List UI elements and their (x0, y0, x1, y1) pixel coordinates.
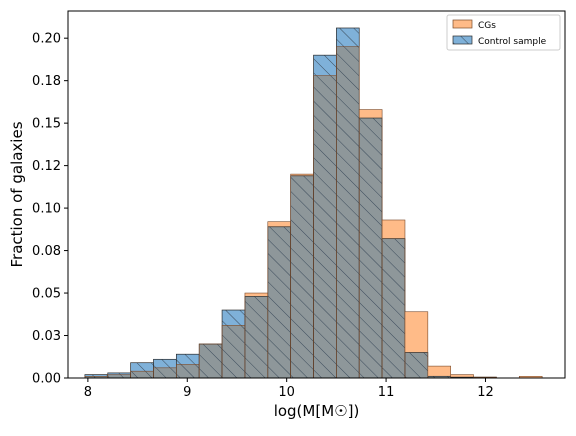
y-tick-label: 0.10 (32, 202, 61, 217)
control-bar (221, 309, 246, 379)
cgs-excess-bar (427, 366, 451, 377)
control-bar (267, 226, 292, 379)
y-tick-label: 0.00 (32, 372, 61, 387)
y-tick-label: 0.08 (32, 244, 61, 259)
control-bar (153, 358, 177, 379)
legend-swatch-control (452, 35, 473, 45)
y-tick-label: 0.18 (32, 74, 61, 89)
control-bar (336, 27, 360, 379)
legend-label-cgs: CGs (478, 21, 496, 31)
y-tick-label: 0.15 (32, 117, 61, 132)
y-axis-label: Fraction of galaxies (8, 121, 26, 267)
control-bar (290, 175, 314, 379)
bars-layer (84, 27, 543, 379)
x-tick-label: 11 (378, 385, 395, 400)
control-bar (358, 117, 383, 379)
cgs-excess-bar (267, 221, 291, 227)
control-bar (130, 362, 154, 379)
axes-layer: 8 9 10 11 12 0.00 0.03 0.05 0.08 0.10 0.12 0.15 0.18… (8, 10, 566, 420)
control-bar (198, 343, 223, 379)
cgs-excess-bar (359, 109, 383, 119)
control-bar (175, 353, 200, 379)
control-bar (381, 238, 406, 379)
control-bar (244, 296, 269, 379)
legend-label-control: Control sample (478, 37, 547, 47)
y-tick-label: 0.12 (32, 159, 61, 174)
cgs-excess-bar (290, 174, 314, 176)
x-tick-label: 10 (278, 385, 295, 400)
cgs-excess-bar (450, 374, 474, 378)
control-bar (404, 352, 429, 379)
control-bar (107, 372, 131, 379)
x-axis-label: log(M[M☉]) (274, 402, 360, 420)
cgs-excess-bar (519, 376, 543, 378)
y-tick-label: 0.05 (32, 287, 61, 302)
y-tick-label: 0.20 (32, 32, 61, 47)
cgs-excess-bar (244, 293, 268, 297)
x-tick-label: 12 (477, 385, 494, 400)
cgs-excess-bar (404, 311, 428, 353)
control-bar (313, 54, 337, 379)
cgs-excess-bar (382, 219, 405, 239)
y-tick-label: 0.03 (32, 329, 61, 344)
legend-box (446, 14, 561, 51)
legend-swatch-cgs (452, 19, 473, 29)
x-tick-label: 9 (183, 385, 191, 400)
x-tick-label: 8 (84, 385, 92, 400)
plot-frame (67, 10, 566, 379)
legend: CGs Control sample (446, 14, 561, 51)
